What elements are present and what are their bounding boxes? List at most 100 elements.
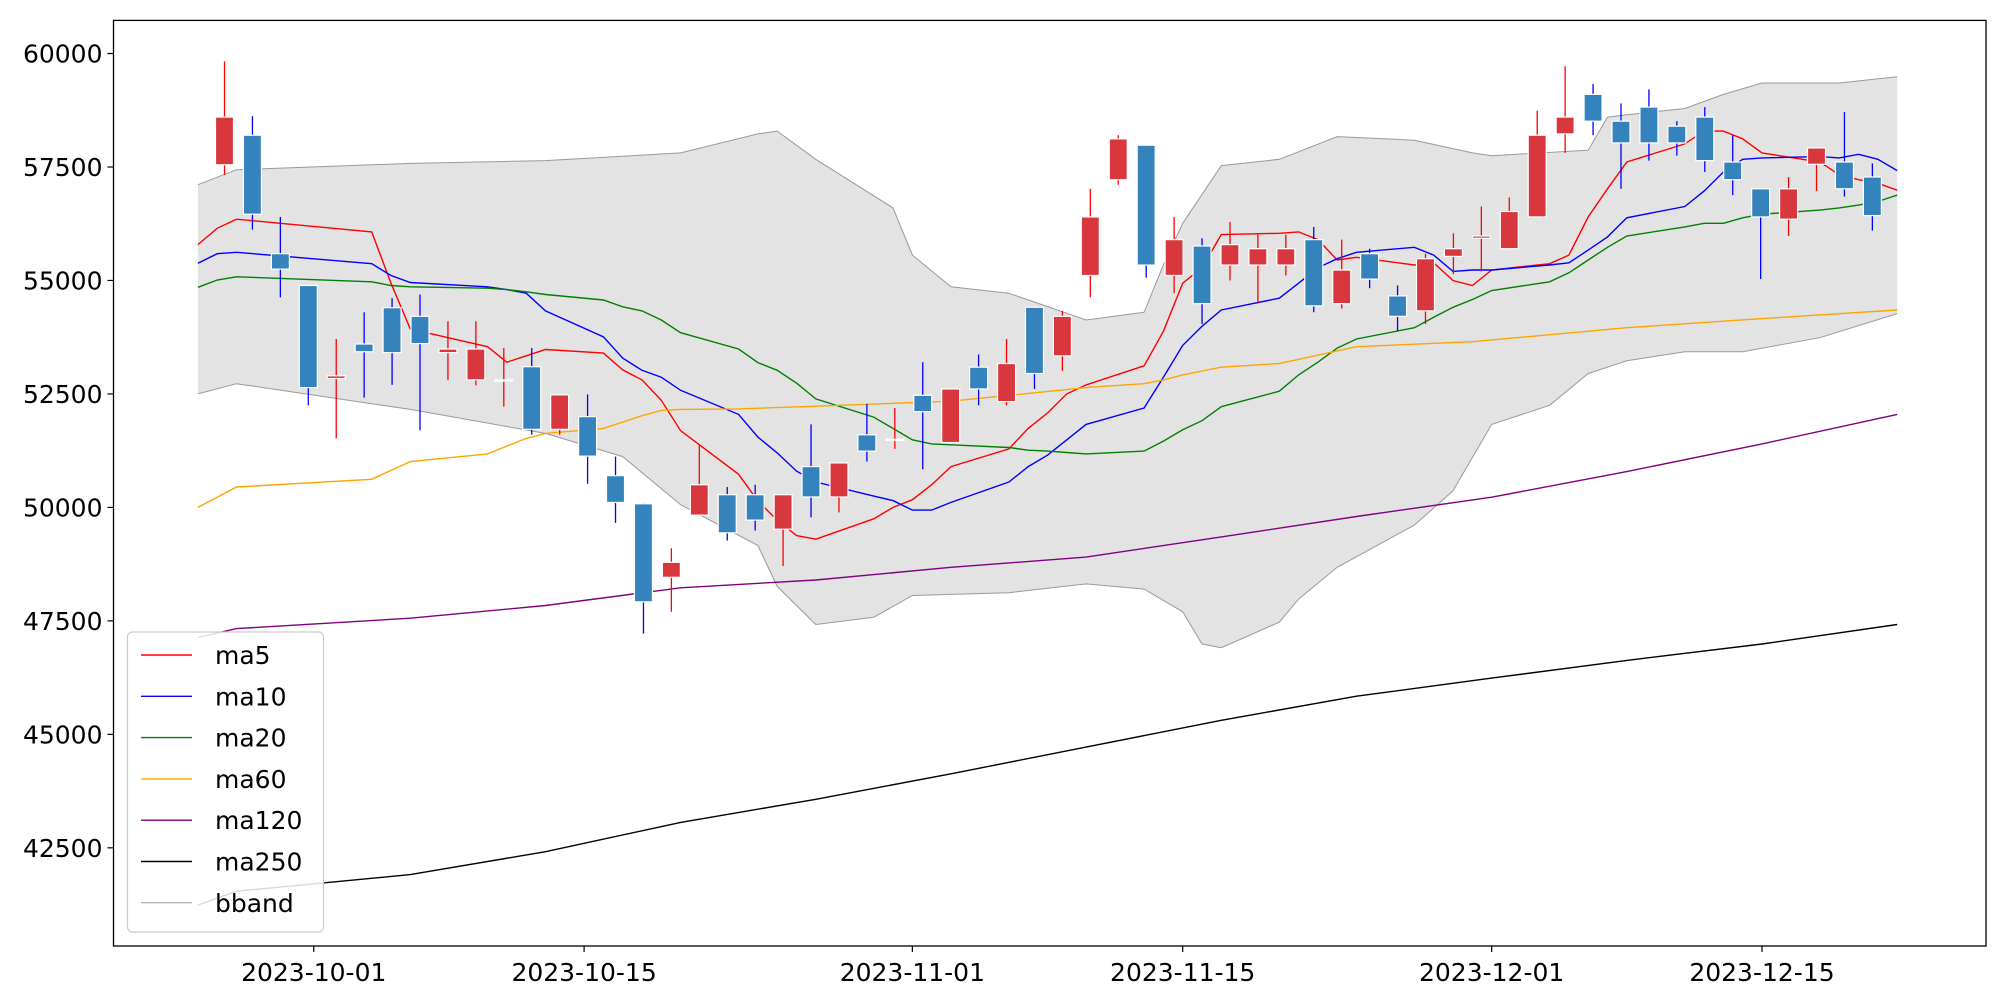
candle [410, 294, 430, 431]
legend-label: ma60 [215, 765, 286, 794]
candle-body-up [1108, 138, 1128, 181]
candle-body-up [1332, 269, 1352, 305]
legend-item-ma20: ma20 [141, 724, 286, 753]
legend-label: ma120 [215, 806, 302, 835]
candle [717, 486, 737, 541]
bband-lower-line [197, 313, 1898, 649]
candle [633, 502, 654, 634]
candle [326, 339, 346, 439]
candle-body-down [1667, 125, 1687, 144]
candle [1611, 103, 1631, 189]
candle [1806, 147, 1827, 192]
candle [996, 339, 1017, 406]
candle-body-down [1611, 120, 1631, 144]
candle [941, 388, 961, 444]
x-tick-label: 2023-10-01 [241, 958, 386, 987]
candle-body-down [1834, 161, 1855, 190]
candle-body-down [605, 475, 626, 504]
candle [1834, 112, 1855, 197]
legend-item-ma5: ma5 [141, 641, 271, 670]
candle [745, 484, 765, 531]
legend-item-ma120: ma120 [141, 806, 302, 835]
legend-label: ma10 [215, 682, 286, 711]
candle-body-down [857, 434, 877, 452]
candle-body-down [522, 366, 542, 430]
candle [1164, 216, 1184, 294]
candle-body-down [633, 503, 654, 603]
candle [214, 61, 235, 175]
candle [522, 348, 542, 435]
y-tick-label: 55000 [23, 266, 103, 295]
legend-item-ma60: ma60 [141, 765, 286, 794]
candle-body-down [717, 494, 737, 534]
candle-body-up [941, 388, 961, 444]
candle-body-up [550, 394, 570, 430]
candle [661, 548, 681, 612]
candle [494, 348, 514, 407]
bband-fill [197, 76, 1898, 648]
candle [354, 312, 374, 398]
candle-body-up [661, 561, 681, 578]
candle [1332, 239, 1352, 309]
legend-item-ma10: ma10 [141, 682, 286, 711]
x-axis: 2023-10-01 2023-10-15 2023-11-01 2023-11-15… [241, 946, 1835, 987]
y-tick-label: 57500 [23, 153, 103, 182]
candle-body-down [1751, 188, 1771, 218]
candle-body-up [1052, 315, 1073, 357]
candle [1471, 206, 1491, 272]
candle-body-up [494, 379, 514, 382]
candle-body-up [1220, 244, 1240, 266]
candle-body-down [969, 366, 989, 390]
legend-box [126, 631, 325, 933]
candle [577, 394, 598, 484]
candle [885, 408, 905, 449]
candle [1220, 221, 1240, 281]
candle-body-up [1499, 210, 1519, 250]
y-tick-label: 45000 [23, 720, 103, 749]
candle-body-down [801, 465, 821, 498]
legend-item-ma250: ma250 [141, 848, 302, 877]
y-tick-label: 47500 [23, 607, 103, 636]
candle [298, 284, 318, 406]
plot-area [197, 61, 1898, 906]
candle-body-up [214, 116, 235, 166]
candle [1527, 110, 1547, 218]
x-tick-label: 2023-12-01 [1419, 958, 1564, 987]
candle [1862, 163, 1882, 231]
ma250-line [197, 623, 1898, 906]
x-tick-label: 2023-11-15 [1110, 958, 1255, 987]
candle-body-up [1527, 134, 1547, 218]
ma5-line [197, 130, 1898, 540]
candle-body-down [298, 284, 318, 389]
candle-body-up [466, 348, 486, 381]
candle [1415, 253, 1436, 325]
y-tick-label: 42500 [23, 834, 103, 863]
candle [382, 298, 402, 385]
candle-body-up [773, 494, 793, 530]
candle [550, 394, 570, 435]
candle [689, 444, 709, 516]
ma10-line [197, 153, 1898, 511]
ma20-line [197, 194, 1898, 455]
candle [773, 494, 793, 566]
candle [1723, 135, 1743, 196]
x-tick-label: 2023-10-15 [511, 958, 656, 987]
candle-body-up [1276, 248, 1296, 266]
candle-body-up [1806, 147, 1827, 165]
candle-body-up [829, 462, 849, 498]
candle [969, 354, 989, 406]
legend-item-bband: bband [141, 889, 294, 918]
candle [1778, 176, 1799, 236]
candle-body-down [1304, 239, 1324, 307]
candle-body-down [410, 315, 430, 345]
candle [1108, 135, 1128, 185]
candle [242, 116, 263, 230]
candle [1248, 234, 1268, 304]
candle [466, 321, 486, 386]
candle-body-up [689, 484, 709, 516]
candle-body-up [326, 375, 346, 380]
candle-body-down [1192, 245, 1212, 305]
candle-body-up [438, 348, 458, 354]
candle-body-down [270, 253, 290, 270]
